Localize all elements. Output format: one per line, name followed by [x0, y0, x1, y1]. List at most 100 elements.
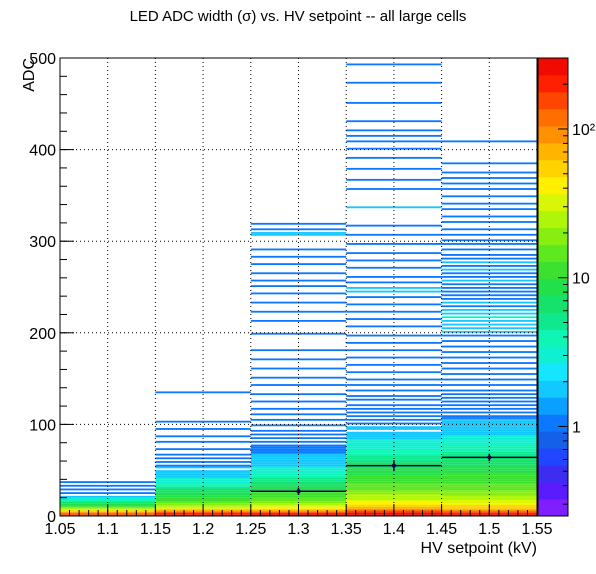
- x-tick-label: 1.05: [44, 521, 75, 538]
- palette-swatch: [538, 363, 568, 381]
- heatmap-cell: [346, 484, 442, 487]
- heatmap-cell: [441, 417, 537, 419]
- palette-swatch: [538, 227, 568, 246]
- heatmap-cell: [346, 356, 442, 359]
- y-tick-label: 500: [29, 51, 56, 68]
- heatmap-cell: [441, 378, 537, 381]
- palette-swatch: [538, 295, 568, 313]
- palette-swatch: [538, 261, 568, 280]
- heatmap-cell: [250, 470, 347, 473]
- heatmap-cell: [155, 448, 251, 451]
- y-tick-label: 0: [47, 509, 56, 526]
- heatmap-cell: [346, 296, 442, 298]
- heatmap-cell: [60, 492, 156, 495]
- heatmap-cell: [441, 442, 537, 445]
- heatmap-cell: [441, 431, 537, 434]
- heatmap-cell: [250, 255, 347, 258]
- heatmap-cell: [441, 466, 537, 469]
- heatmap-cell: [250, 446, 347, 449]
- heatmap-cell: [250, 472, 347, 474]
- heatmap-cell: [441, 268, 537, 271]
- heatmap-cell: [346, 479, 442, 482]
- heatmap-cell: [441, 470, 537, 473]
- palette-swatch: [538, 414, 568, 432]
- heatmap-cell: [441, 492, 537, 495]
- palette-frame: [537, 57, 569, 517]
- heatmap-cell: [441, 248, 537, 251]
- heatmap-cell: [441, 420, 537, 423]
- heatmap-cell: [250, 440, 347, 443]
- heatmap-cell: [250, 461, 347, 463]
- palette-swatch: [538, 346, 568, 364]
- heatmap-cell: [346, 422, 442, 425]
- heatmap-cell: [60, 484, 156, 487]
- heatmap-cell: [250, 400, 347, 403]
- heatmap-cell: [346, 120, 442, 123]
- heatmap-cell: [250, 483, 347, 485]
- palette-swatch: [538, 159, 568, 178]
- heatmap-cell: [346, 310, 442, 313]
- heatmap-cell: [441, 279, 537, 282]
- y-axis-label: ADC: [21, 58, 38, 92]
- heatmap-cell: [346, 63, 442, 66]
- palette-tick-label: 10: [572, 271, 590, 288]
- heatmap-cell: [441, 448, 537, 451]
- heatmap-cell: [441, 435, 537, 438]
- heatmap-cell: [250, 475, 347, 478]
- x-tick-label: 1.55: [521, 521, 552, 538]
- palette-swatch: [538, 397, 568, 415]
- heatmap-cell: [155, 420, 251, 423]
- heatmap-cell: [441, 488, 537, 491]
- heatmap-cell: [346, 499, 442, 502]
- palette-swatch: [538, 193, 568, 212]
- heatmap-cell: [346, 318, 442, 320]
- heatmap-cell: [346, 490, 442, 493]
- color-palette: 1 10 10²: [537, 57, 596, 517]
- heatmap-cell: [155, 490, 251, 493]
- heatmap-cell: [250, 384, 347, 386]
- heatmap-cell: [441, 440, 537, 443]
- heatmap-cell: [155, 488, 251, 491]
- heatmap-cell: [441, 195, 537, 198]
- heatmap-cell: [346, 276, 442, 278]
- heatmap-cell: [441, 424, 537, 427]
- heatmap-cell: [250, 448, 347, 451]
- x-axis: 1.05 1.1 1.15 1.2 1.25 1.3 1.35 1.4 1.45 1.5 1.55: [44, 504, 553, 538]
- y-axis: 0 100 200 300 400 500: [29, 51, 74, 526]
- heatmap-cell: [441, 188, 537, 190]
- heatmap-cell: [346, 178, 442, 181]
- heatmap-cell: [441, 499, 537, 502]
- heatmap-cell: [441, 367, 537, 370]
- heatmap-cell: [250, 464, 347, 467]
- heatmap-cell: [346, 448, 442, 451]
- heatmap-cell: [250, 459, 347, 462]
- heatmap-cell: [441, 312, 537, 315]
- heatmap-cell: [250, 272, 347, 275]
- heatmap-cell: [250, 319, 347, 322]
- heatmap-cell: [346, 488, 442, 491]
- heatmap-cell: [441, 265, 537, 267]
- heatmap-cell: [346, 442, 442, 445]
- heatmap-cell: [155, 472, 251, 474]
- heatmap-cell: [441, 495, 537, 498]
- heatmap-cell: [441, 484, 537, 487]
- heatmap-cell: [441, 294, 537, 297]
- x-tick-label: 1.2: [192, 521, 214, 538]
- heatmap-cell: [441, 356, 537, 359]
- heatmap-cell: [441, 221, 537, 223]
- y-tick-label: 200: [29, 326, 56, 343]
- heatmap-cell: [155, 499, 251, 502]
- heatmap-cell: [441, 208, 537, 211]
- palette-swatch: [538, 176, 568, 195]
- heatmap-cell: [441, 404, 537, 407]
- profile-points: [250, 453, 537, 495]
- heatmap-cell: [60, 495, 156, 498]
- heatmap-cell: [441, 215, 537, 218]
- heatmap-cell: [250, 232, 347, 234]
- heatmap-cell: [441, 351, 537, 353]
- x-tick-label: 1.4: [383, 521, 405, 538]
- heatmap-cell: [250, 228, 347, 231]
- heatmap-cell: [346, 243, 442, 245]
- heatmap-cell: [441, 283, 537, 286]
- heatmap-cell: [250, 455, 347, 458]
